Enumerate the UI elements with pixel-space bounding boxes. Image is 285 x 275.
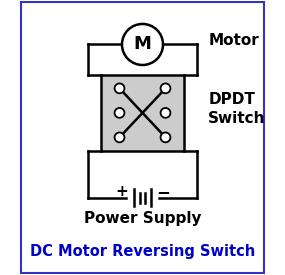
Text: M: M [134, 35, 151, 53]
Circle shape [115, 83, 125, 93]
Circle shape [115, 133, 125, 142]
Text: DC Motor Reversing Switch: DC Motor Reversing Switch [30, 244, 255, 258]
Text: Motor: Motor [208, 33, 259, 48]
FancyBboxPatch shape [21, 2, 264, 273]
Circle shape [160, 83, 170, 93]
Bar [101, 75, 184, 151]
Circle shape [160, 133, 170, 142]
Text: Power Supply: Power Supply [84, 211, 201, 226]
Text: +: + [116, 184, 128, 199]
Circle shape [115, 108, 125, 118]
Text: −: − [156, 183, 170, 201]
Text: DPDT
Switch: DPDT Switch [208, 92, 266, 126]
Circle shape [160, 108, 170, 118]
Circle shape [122, 24, 163, 65]
